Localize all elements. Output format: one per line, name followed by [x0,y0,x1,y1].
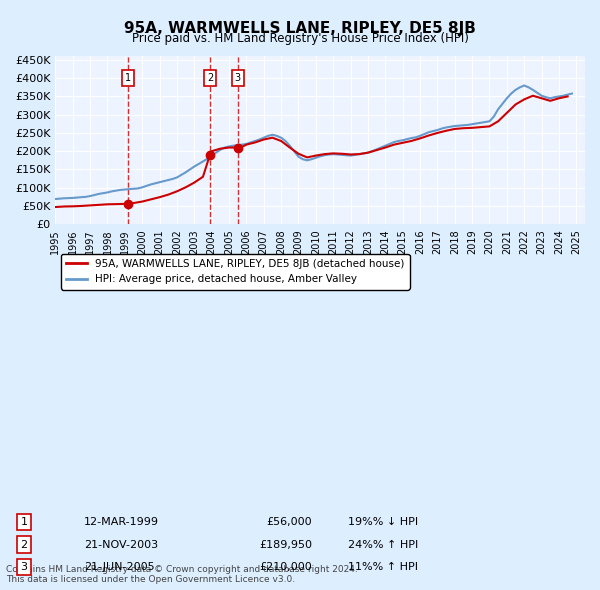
Text: 1: 1 [125,73,131,83]
Text: Price paid vs. HM Land Registry's House Price Index (HPI): Price paid vs. HM Land Registry's House … [131,32,469,45]
Text: 3: 3 [20,562,28,572]
Text: 2: 2 [207,73,213,83]
Text: £210,000: £210,000 [259,562,312,572]
Text: £56,000: £56,000 [266,517,312,527]
Text: 3: 3 [235,73,241,83]
Text: 95A, WARMWELLS LANE, RIPLEY, DE5 8JB: 95A, WARMWELLS LANE, RIPLEY, DE5 8JB [124,21,476,35]
Text: 19%% ↓ HPI: 19%% ↓ HPI [348,517,418,527]
Text: 12-MAR-1999: 12-MAR-1999 [84,517,159,527]
Text: 24%% ↑ HPI: 24%% ↑ HPI [348,540,418,549]
Text: 21-JUN-2005: 21-JUN-2005 [84,562,155,572]
Text: 21-NOV-2003: 21-NOV-2003 [84,540,158,549]
Text: 2: 2 [20,540,28,549]
Text: £189,950: £189,950 [259,540,312,549]
Text: 1: 1 [20,517,28,527]
Legend: 95A, WARMWELLS LANE, RIPLEY, DE5 8JB (detached house), HPI: Average price, detac: 95A, WARMWELLS LANE, RIPLEY, DE5 8JB (de… [61,254,410,290]
Text: 11%% ↑ HPI: 11%% ↑ HPI [348,562,418,572]
Text: Contains HM Land Registry data © Crown copyright and database right 2024.
This d: Contains HM Land Registry data © Crown c… [6,565,358,584]
